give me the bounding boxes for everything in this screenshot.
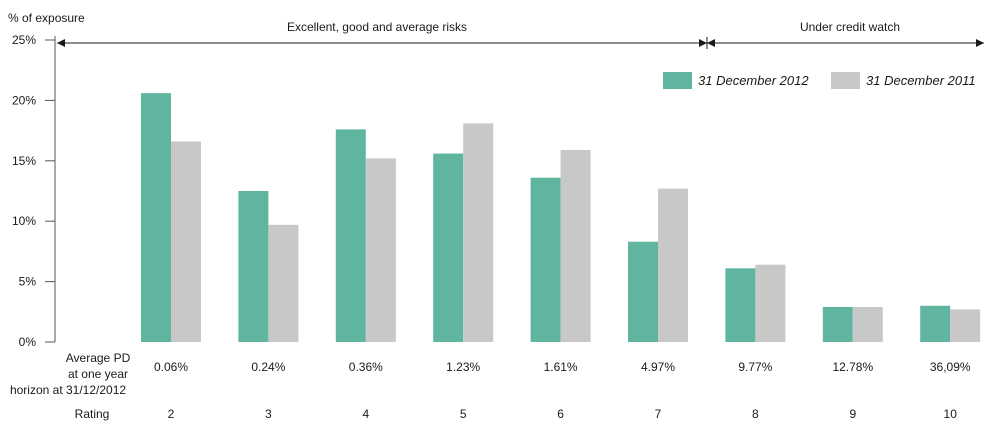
rating-value: 4	[362, 407, 369, 421]
legend-swatch-2012	[663, 72, 692, 89]
arrow-right-icon	[976, 39, 984, 47]
rating-value: 2	[168, 407, 175, 421]
rating-value: 9	[849, 407, 856, 421]
bar-2011-rating-8	[755, 264, 786, 342]
bar-2011-rating-9	[852, 306, 883, 342]
arrow-right-icon	[699, 39, 707, 47]
pd-value: 1.23%	[446, 360, 480, 374]
arrow-left-icon	[57, 39, 65, 47]
legend-label-2011: 31 December 2011	[866, 73, 976, 88]
rating-value: 6	[557, 407, 564, 421]
rating-value: 7	[655, 407, 662, 421]
bar-2011-rating-10	[950, 309, 981, 342]
y-tick-label: 25%	[12, 33, 36, 47]
bar-2012-rating-10	[920, 305, 951, 342]
pd-row-label-line1: Average PD	[66, 351, 131, 365]
bar-2012-rating-4	[335, 129, 366, 342]
legend-swatch-2011	[831, 72, 860, 89]
annotation-layer: Excellent, good and average risks Under c…	[57, 20, 984, 49]
bar-2011-rating-7	[658, 188, 688, 342]
arrow-left-icon	[707, 39, 715, 47]
rating-value: 10	[944, 407, 958, 421]
annotation-credit-watch: Under credit watch	[800, 20, 900, 34]
axis-layer: 0% 5% 10% 15% 20% 25% % of exposure	[8, 11, 85, 349]
pd-value: 36,09%	[930, 360, 971, 374]
pd-row-label-line3: horizon at 31/12/2012	[10, 383, 126, 397]
pd-value: 9.77%	[738, 360, 772, 374]
y-axis-title: % of exposure	[8, 11, 85, 25]
pd-value: 0.06%	[154, 360, 188, 374]
rating-value: 5	[460, 407, 467, 421]
legend: 31 December 2012 31 December 2011	[663, 72, 976, 89]
y-tick-label: 5%	[19, 275, 37, 289]
pd-value: 0.36%	[349, 360, 383, 374]
y-tick-label: 0%	[19, 335, 37, 349]
pd-value: 1.61%	[544, 360, 578, 374]
pd-value: 4.97%	[641, 360, 675, 374]
rating-value: 8	[752, 407, 759, 421]
pd-value: 0.24%	[251, 360, 285, 374]
bar-2012-rating-7	[628, 241, 658, 342]
bar-2012-rating-2	[141, 93, 171, 342]
bar-2011-rating-3	[268, 224, 299, 342]
bar-2012-rating-6	[530, 177, 561, 342]
bar-2011-rating-4	[365, 158, 396, 342]
bar-2012-rating-5	[433, 153, 464, 342]
y-tick-label: 20%	[12, 93, 36, 107]
y-tick-label: 15%	[12, 154, 36, 168]
legend-label-2012: 31 December 2012	[698, 73, 809, 88]
y-tick-label: 10%	[12, 214, 36, 228]
pd-row-label-line2: at one year	[68, 367, 128, 381]
pd-value: 12.78%	[832, 360, 873, 374]
annotation-excellent-risks: Excellent, good and average risks	[287, 20, 467, 34]
rating-row-label: Rating	[75, 407, 110, 421]
pd-rating-table: Average PD at one year horizon at 31/12/20…	[10, 351, 971, 421]
bar-2012-rating-9	[822, 306, 853, 342]
bar-2011-rating-2	[171, 141, 201, 342]
rating-value: 3	[265, 407, 272, 421]
bar-2011-rating-5	[463, 123, 494, 343]
bar-2012-rating-8	[725, 268, 756, 342]
bars-layer	[141, 93, 981, 343]
bar-2011-rating-6	[560, 149, 591, 342]
bar-2012-rating-3	[238, 191, 269, 342]
